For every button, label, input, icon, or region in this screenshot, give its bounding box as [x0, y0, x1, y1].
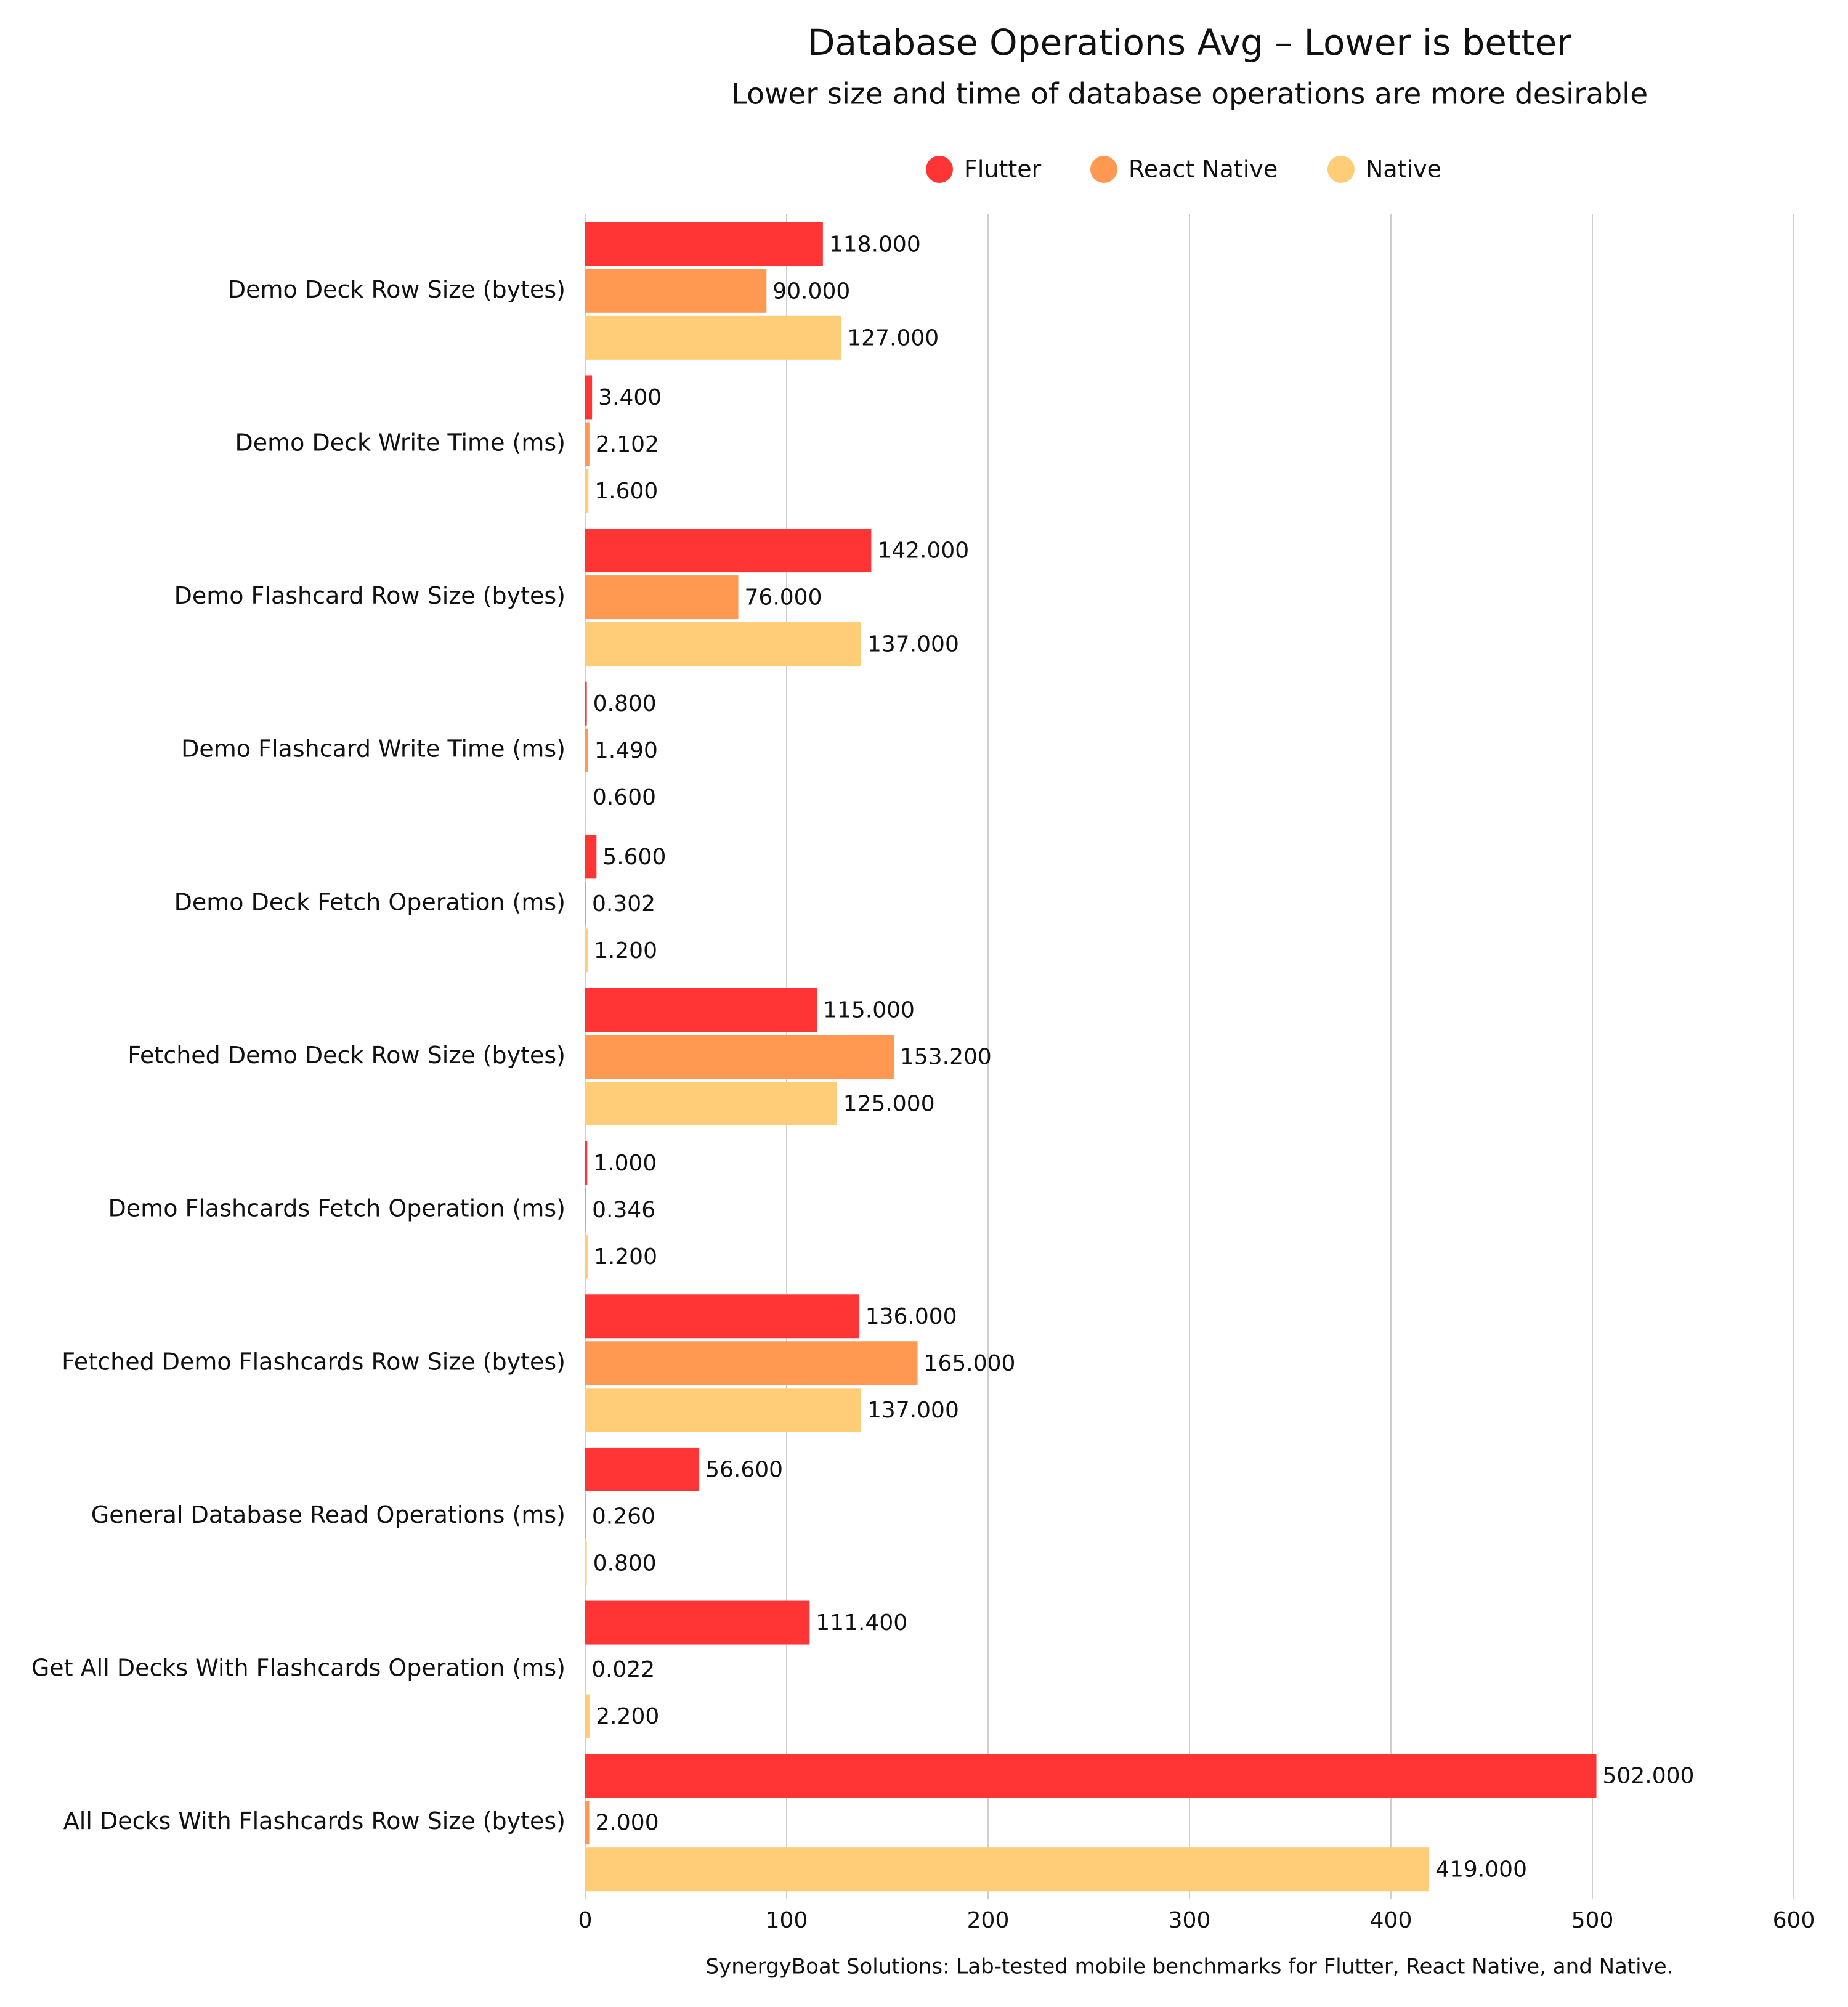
value-label: 165.000 — [924, 1351, 1016, 1376]
value-label: 127.000 — [847, 325, 939, 351]
y-tick-label: Demo Deck Fetch Operation (ms) — [174, 888, 565, 915]
value-label: 76.000 — [745, 585, 822, 610]
value-label: 137.000 — [867, 632, 959, 657]
legend-label: Flutter — [964, 156, 1042, 183]
x-tick-label: 500 — [1571, 1908, 1614, 1933]
bar — [585, 1541, 587, 1585]
value-label: 2.200 — [596, 1704, 659, 1729]
x-tick-label: 100 — [766, 1908, 808, 1933]
value-label: 1.490 — [594, 738, 658, 763]
bar — [585, 681, 587, 726]
y-tick-label: All Decks With Flashcards Row Size (byte… — [63, 1807, 565, 1835]
bar — [585, 315, 841, 360]
value-label: 0.800 — [593, 691, 657, 716]
bar — [585, 422, 590, 466]
value-label: 2.102 — [596, 432, 659, 457]
bar — [585, 988, 817, 1032]
value-label: 136.000 — [865, 1304, 957, 1329]
y-tick-label: Demo Deck Row Size (bytes) — [228, 276, 565, 303]
bar — [585, 1035, 894, 1079]
value-label: 0.346 — [592, 1198, 655, 1223]
y-tick-label: Get All Decks With Flashcards Operation … — [31, 1655, 565, 1682]
x-tick-label: 300 — [1169, 1908, 1211, 1933]
legend-swatch — [926, 156, 953, 183]
y-tick-label: Fetched Demo Flashcards Row Size (bytes) — [62, 1348, 565, 1375]
bar — [585, 222, 823, 266]
value-label: 111.400 — [816, 1610, 907, 1636]
value-label: 1.000 — [593, 1151, 657, 1176]
bar — [585, 375, 593, 420]
bar — [585, 1447, 700, 1491]
x-tick-label: 0 — [578, 1908, 593, 1933]
value-label: 502.000 — [1603, 1764, 1695, 1789]
x-tick-label: 200 — [967, 1908, 1010, 1933]
value-label: 0.600 — [593, 785, 656, 810]
chart-footer: SynergyBoat Solutions: Lab-tested mobile… — [706, 1955, 1674, 1979]
value-label: 5.600 — [602, 845, 666, 870]
legend-label: Native — [1366, 156, 1441, 183]
bar — [585, 775, 586, 819]
y-tick-label: Demo Flashcard Row Size (bytes) — [174, 582, 565, 609]
y-tick-label: Demo Flashcards Fetch Operation (ms) — [108, 1195, 565, 1222]
value-label: 137.000 — [867, 1398, 959, 1423]
bar — [585, 928, 588, 973]
value-label: 56.600 — [705, 1457, 783, 1482]
bar — [585, 835, 597, 879]
bar — [585, 1847, 1430, 1892]
legend-swatch — [1090, 156, 1117, 183]
chart-title: Database Operations Avg – Lower is bette… — [808, 22, 1571, 63]
bar — [585, 269, 767, 313]
bar — [585, 1388, 861, 1432]
bar — [585, 1341, 918, 1385]
x-tick-label: 600 — [1773, 1908, 1815, 1933]
bar — [585, 1188, 586, 1232]
value-label: 0.800 — [593, 1551, 657, 1576]
y-tick-label: General Database Read Operations (ms) — [91, 1501, 565, 1528]
bar — [585, 529, 872, 573]
value-label: 2.000 — [596, 1810, 659, 1836]
y-tick-label: Demo Deck Write Time (ms) — [235, 429, 565, 456]
value-label: 90.000 — [772, 278, 850, 304]
bar — [585, 1494, 586, 1538]
bar — [585, 575, 739, 620]
bar — [585, 1801, 590, 1845]
chart-subtitle: Lower size and time of database operatio… — [731, 78, 1648, 112]
value-label: 1.600 — [594, 479, 658, 504]
bar — [585, 1082, 837, 1125]
bar — [585, 1754, 1597, 1798]
legend-swatch — [1327, 156, 1355, 183]
bar — [585, 1600, 810, 1645]
bar — [585, 1141, 588, 1185]
value-label: 1.200 — [594, 1244, 657, 1270]
y-tick-label: Demo Flashcard Write Time (ms) — [181, 736, 565, 763]
value-label: 0.260 — [592, 1504, 655, 1529]
value-label: 125.000 — [843, 1092, 935, 1117]
value-label: 3.400 — [598, 385, 662, 410]
bar — [585, 1235, 588, 1279]
value-label: 419.000 — [1435, 1857, 1527, 1883]
value-label: 0.022 — [591, 1657, 655, 1682]
value-label: 118.000 — [829, 232, 921, 257]
y-tick-label: Fetched Demo Deck Row Size (bytes) — [128, 1042, 565, 1069]
x-tick-label: 400 — [1370, 1908, 1412, 1933]
value-label: 153.200 — [900, 1045, 992, 1070]
bar — [585, 882, 586, 926]
value-label: 0.302 — [592, 891, 655, 917]
bar — [585, 622, 861, 667]
value-label: 115.000 — [823, 998, 915, 1023]
bar — [585, 1694, 590, 1738]
value-label: 1.200 — [594, 938, 657, 963]
value-label: 142.000 — [877, 538, 969, 564]
bar — [585, 728, 588, 772]
bar — [585, 469, 589, 513]
bar — [585, 1294, 859, 1339]
legend-label: React Native — [1129, 156, 1278, 183]
